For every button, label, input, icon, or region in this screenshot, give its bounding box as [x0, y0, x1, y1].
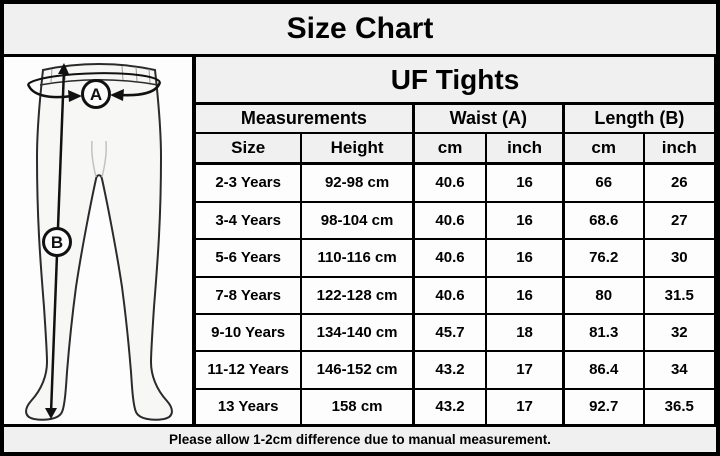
length-label: B	[51, 233, 63, 252]
table-cell: 110-116 cm	[300, 238, 415, 278]
table-cell: 16	[485, 275, 565, 315]
table-cell: 92-98 cm	[300, 162, 415, 203]
size-table: UF Tights Measurements Waist (A) Length …	[191, 57, 716, 424]
table-row: 5-6 Years 110-116 cm 40.6 16 76.2 30	[191, 238, 716, 278]
length-label-badge: B	[42, 227, 72, 257]
waist-arrowhead-left	[68, 90, 82, 102]
table-row: 7-8 Years 122-128 cm 40.6 16 80 31.5	[191, 275, 716, 315]
table-cell: 17	[485, 350, 565, 390]
table-cell: 26	[642, 162, 716, 203]
table-cell: 13 Years	[191, 387, 303, 424]
size-table-wrap: UF Tights Measurements Waist (A) Length …	[191, 57, 716, 424]
length-arrowhead-top	[58, 63, 69, 74]
table-cell: 36.5	[642, 387, 716, 424]
group-header-measurements: Measurements	[191, 102, 415, 134]
crotch-crease	[91, 140, 107, 178]
table-cell: 18	[485, 312, 565, 353]
column-header-length-cm: cm	[561, 132, 645, 165]
table-cell: 40.6	[411, 275, 488, 315]
chart-body: A B	[4, 57, 716, 424]
table-cell: 17	[485, 387, 565, 424]
table-cell: 34	[642, 350, 716, 390]
table-cell: 30	[642, 238, 716, 278]
table-cell: 16	[485, 200, 565, 241]
table-cell: 43.2	[411, 350, 488, 390]
column-header-waist-inch: inch	[485, 132, 565, 165]
table-row: 11-12 Years 146-152 cm 43.2 17 86.4 34	[191, 350, 716, 390]
tights-illustration: A B	[4, 57, 192, 424]
table-row: 2-3 Years 92-98 cm 40.6 16 66 26	[191, 162, 716, 203]
column-header-waist-cm: cm	[411, 132, 488, 165]
tights-drawing: A B	[25, 63, 173, 421]
waist-label-badge: A	[81, 79, 111, 109]
table-cell: 40.6	[411, 200, 488, 241]
table-cell: 32	[642, 312, 716, 353]
tights-outline	[25, 63, 173, 421]
table-cell: 122-128 cm	[300, 275, 415, 315]
table-cell: 45.7	[411, 312, 488, 353]
group-header-row: Measurements Waist (A) Length (B)	[191, 102, 716, 134]
footer-note: Please allow 1-2cm difference due to man…	[4, 424, 716, 452]
page-title: Size Chart	[4, 4, 716, 57]
group-header-length: Length (B)	[561, 102, 716, 134]
table-cell: 16	[485, 162, 565, 203]
table-cell: 68.6	[561, 200, 645, 241]
column-header-size: Size	[191, 132, 303, 165]
table-cell: 43.2	[411, 387, 488, 424]
waist-label: A	[90, 85, 102, 104]
column-header-height: Height	[300, 132, 415, 165]
column-header-row: Size Height cm inch cm inch	[191, 132, 716, 165]
table-cell: 146-152 cm	[300, 350, 415, 390]
table-cell: 66	[561, 162, 645, 203]
column-header-length-inch: inch	[642, 132, 716, 165]
table-cell: 5-6 Years	[191, 238, 303, 278]
length-arrowhead-bottom	[45, 408, 57, 419]
table-title-row: UF Tights	[192, 57, 716, 105]
table-cell: 40.6	[411, 162, 488, 203]
table-cell: 2-3 Years	[191, 162, 303, 203]
table-cell: 9-10 Years	[191, 312, 303, 353]
table-cell: 98-104 cm	[300, 200, 415, 241]
table-cell: 7-8 Years	[191, 275, 303, 315]
table-row: 9-10 Years 134-140 cm 45.7 18 81.3 32	[191, 312, 716, 353]
table-title: UF Tights	[192, 57, 716, 105]
table-cell: 31.5	[642, 275, 716, 315]
table-cell: 92.7	[561, 387, 645, 424]
table-row: 13 Years 158 cm 43.2 17 92.7 36.5	[191, 387, 716, 424]
table-cell: 158 cm	[300, 387, 415, 424]
table-cell: 81.3	[561, 312, 645, 353]
waist-arrowhead-right	[110, 89, 124, 101]
size-table-body: 2-3 Years 92-98 cm 40.6 16 66 26 3-4 Years 98-1…	[191, 162, 716, 424]
table-row: 3-4 Years 98-104 cm 40.6 16 68.6 27	[191, 200, 716, 241]
table-cell: 76.2	[561, 238, 645, 278]
group-header-waist: Waist (A)	[411, 102, 565, 134]
table-cell: 86.4	[561, 350, 645, 390]
waist-measure-arrow	[26, 72, 162, 99]
table-cell: 3-4 Years	[191, 200, 303, 241]
table-cell: 27	[642, 200, 716, 241]
table-cell: 134-140 cm	[300, 312, 415, 353]
table-cell: 80	[561, 275, 645, 315]
table-cell: 40.6	[411, 238, 488, 278]
table-cell: 11-12 Years	[191, 350, 303, 390]
table-cell: 16	[485, 238, 565, 278]
